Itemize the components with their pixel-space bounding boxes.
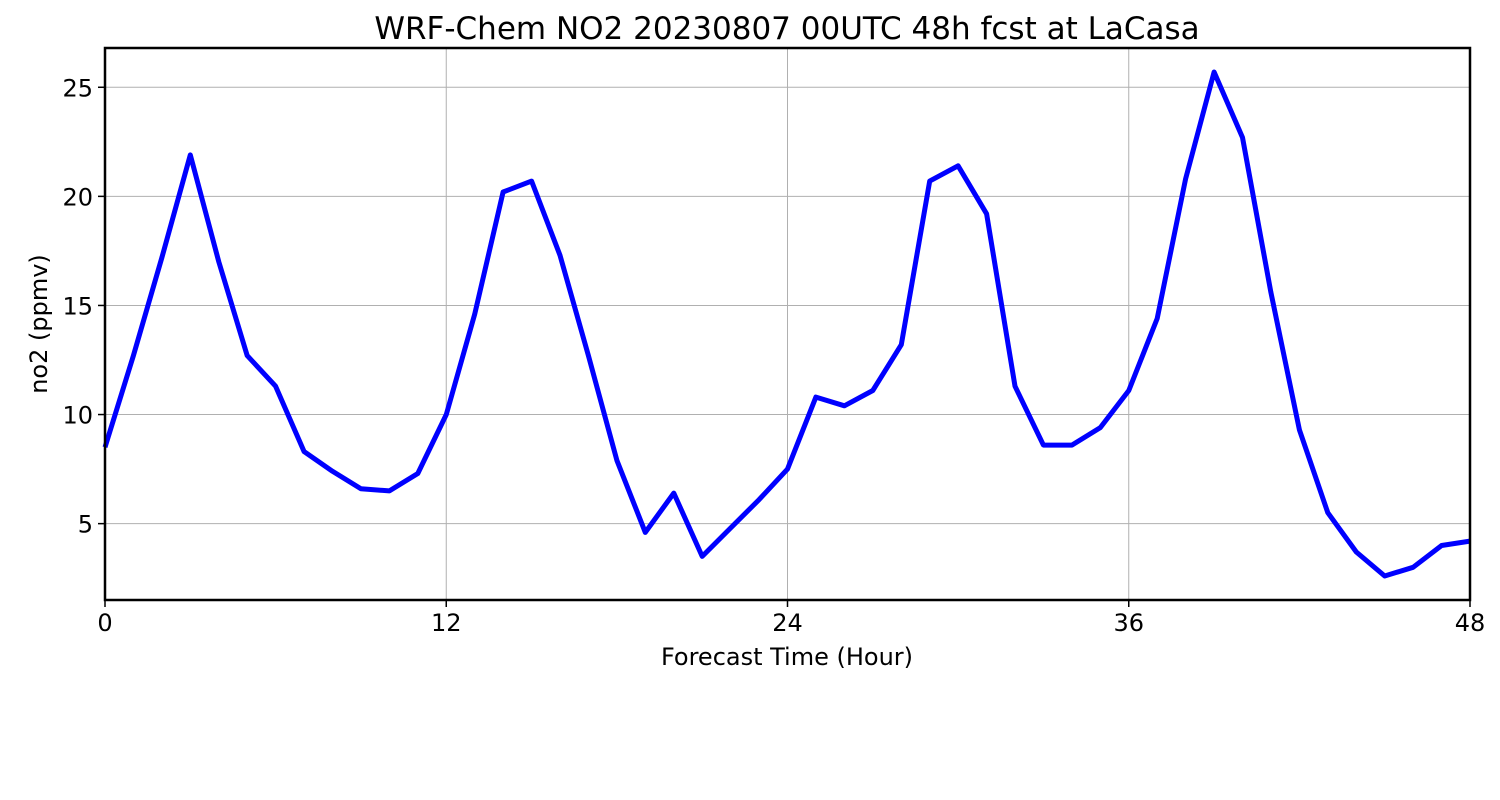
y-tick-label: 5 [78, 511, 93, 539]
axis-ticks: 0 12 24 36 48 5 10 15 20 25 [62, 74, 1485, 637]
x-tick-label: 24 [772, 609, 803, 637]
x-axis-label: Forecast Time (Hour) [661, 643, 913, 671]
x-tick-label: 12 [431, 609, 462, 637]
x-tick-label: 0 [97, 609, 112, 637]
x-tick-label: 36 [1113, 609, 1144, 637]
x-tick-label: 48 [1455, 609, 1486, 637]
series-line [102, 69, 1471, 579]
y-tick-label: 20 [62, 183, 93, 211]
series [102, 69, 1471, 579]
y-axis-label: no2 (ppmv) [25, 254, 53, 394]
chart-title: WRF-Chem NO2 20230807 00UTC 48h fcst at … [374, 11, 1199, 47]
y-tick-label: 15 [62, 292, 93, 320]
y-tick-label: 25 [62, 74, 93, 102]
y-tick-label: 10 [62, 402, 93, 430]
